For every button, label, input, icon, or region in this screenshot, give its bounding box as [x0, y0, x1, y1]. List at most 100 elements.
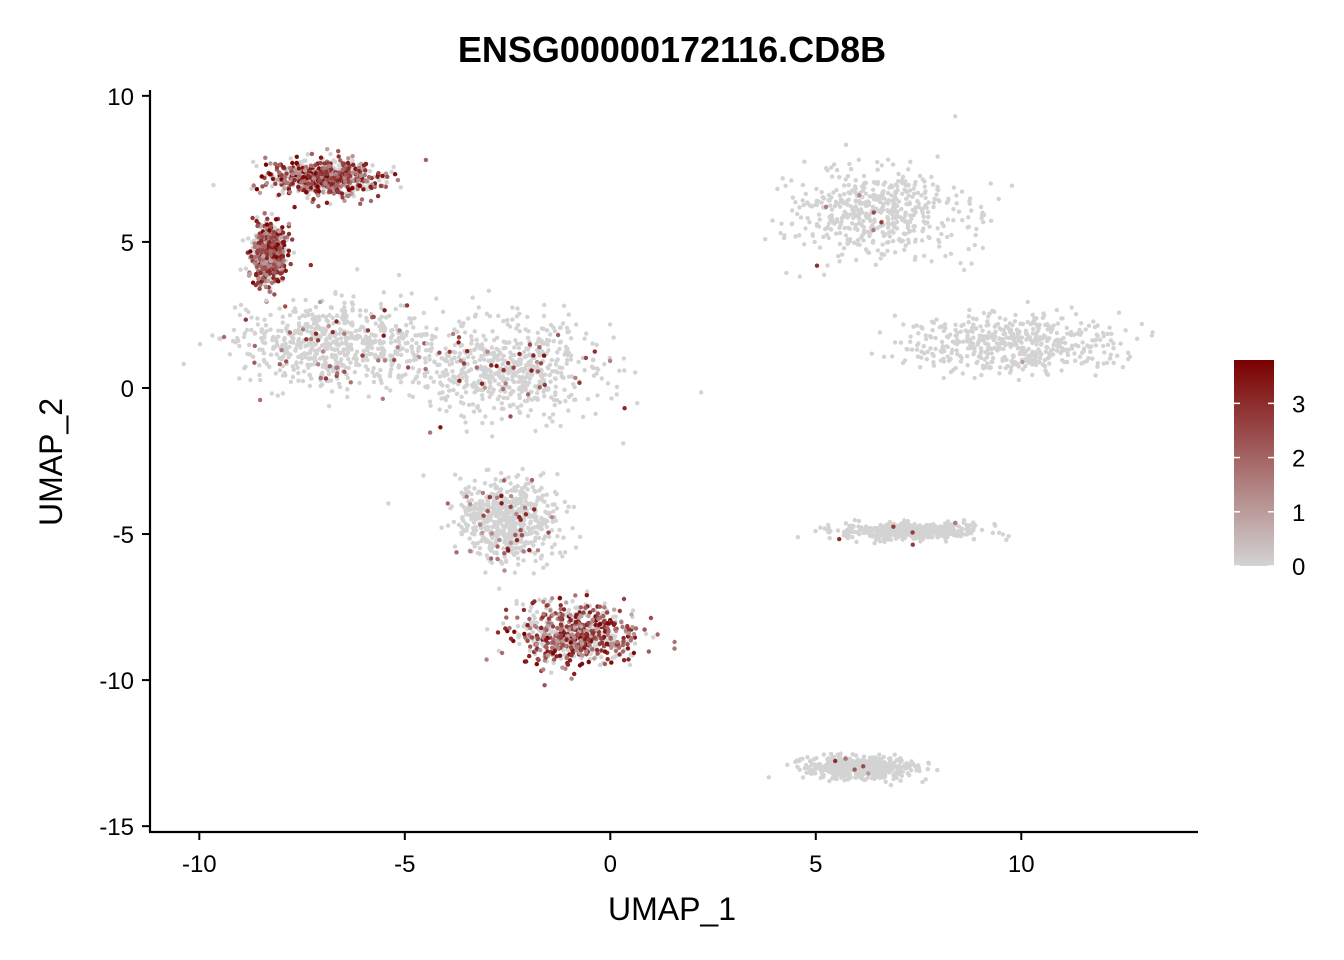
data-point: [500, 362, 505, 367]
data-point: [579, 661, 585, 666]
data-point: [895, 209, 900, 214]
data-point: [583, 649, 589, 655]
data-point: [277, 355, 282, 361]
data-point: [922, 253, 927, 259]
data-point: [321, 189, 326, 195]
data-point: [425, 341, 430, 346]
data-point: [382, 358, 388, 363]
data-point: [979, 216, 984, 221]
data-point: [572, 635, 577, 640]
data-point: [514, 511, 519, 517]
data-point: [561, 303, 567, 308]
data-point: [505, 395, 510, 401]
data-point: [266, 278, 271, 284]
data-point: [842, 225, 847, 231]
data-point: [512, 570, 518, 575]
data-point: [221, 334, 227, 340]
data-point: [525, 623, 530, 628]
data-point: [227, 352, 233, 357]
data-point: [267, 172, 273, 177]
data-point: [494, 363, 499, 369]
data-point: [932, 196, 937, 201]
data-point: [480, 534, 485, 539]
data-point: [466, 316, 471, 321]
data-point: [1009, 183, 1015, 188]
data-point: [475, 550, 481, 556]
data-point: [508, 355, 513, 361]
data-point: [544, 627, 549, 633]
data-point: [379, 346, 384, 351]
data-point: [839, 215, 844, 221]
data-point: [505, 317, 510, 323]
data-point: [546, 534, 552, 539]
data-point: [609, 645, 614, 650]
data-point: [946, 196, 951, 202]
data-point: [348, 380, 353, 385]
data-point: [316, 172, 321, 177]
data-point: [936, 187, 941, 193]
data-point: [1018, 346, 1024, 351]
data-point: [328, 378, 334, 383]
data-point: [507, 625, 512, 631]
data-point: [912, 224, 917, 229]
data-point: [880, 242, 885, 247]
data-point: [451, 519, 456, 525]
data-point: [1025, 319, 1030, 325]
data-point: [280, 314, 285, 319]
data-point: [507, 340, 512, 345]
data-point: [512, 629, 517, 634]
data-point: [489, 560, 495, 565]
data-point: [525, 638, 530, 644]
data-point: [916, 331, 921, 336]
data-point: [288, 379, 294, 385]
data-point: [465, 354, 471, 360]
data-point: [566, 312, 571, 317]
data-point: [919, 355, 924, 360]
data-point: [521, 558, 526, 563]
data-point: [511, 551, 516, 556]
data-point: [589, 364, 595, 369]
data-point: [599, 636, 604, 641]
data-point: [548, 608, 553, 613]
data-point: [1088, 349, 1093, 354]
data-point: [393, 306, 398, 312]
data-point: [467, 502, 473, 507]
data-point: [912, 257, 918, 262]
data-point: [613, 627, 618, 632]
data-point: [534, 624, 539, 630]
data-point: [263, 155, 268, 160]
data-point: [317, 299, 323, 305]
data-point: [296, 354, 301, 360]
data-point: [1037, 355, 1043, 361]
data-point: [569, 653, 574, 658]
data-point: [535, 531, 540, 536]
data-point: [479, 342, 485, 347]
data-point: [586, 620, 591, 626]
data-point: [287, 189, 293, 195]
data-point: [605, 621, 610, 626]
data-point: [901, 216, 906, 221]
data-point: [369, 339, 374, 344]
data-point: [502, 532, 507, 537]
data-point: [473, 516, 478, 522]
data-point: [655, 632, 660, 637]
data-point: [486, 288, 492, 293]
data-point: [453, 472, 458, 477]
data-point: [837, 259, 842, 264]
data-point: [541, 412, 547, 417]
data-point: [307, 383, 313, 389]
data-point: [981, 310, 987, 316]
data-point: [527, 648, 533, 653]
data-point: [546, 530, 551, 535]
data-point: [830, 174, 835, 179]
data-point: [793, 200, 798, 205]
data-point: [904, 202, 909, 207]
data-point: [429, 346, 434, 351]
data-point: [464, 525, 469, 531]
data-point: [485, 526, 490, 531]
data-point: [1007, 321, 1013, 326]
data-point: [544, 423, 549, 428]
data-point: [258, 377, 263, 383]
data-point: [775, 186, 780, 192]
data-point: [1007, 329, 1013, 335]
